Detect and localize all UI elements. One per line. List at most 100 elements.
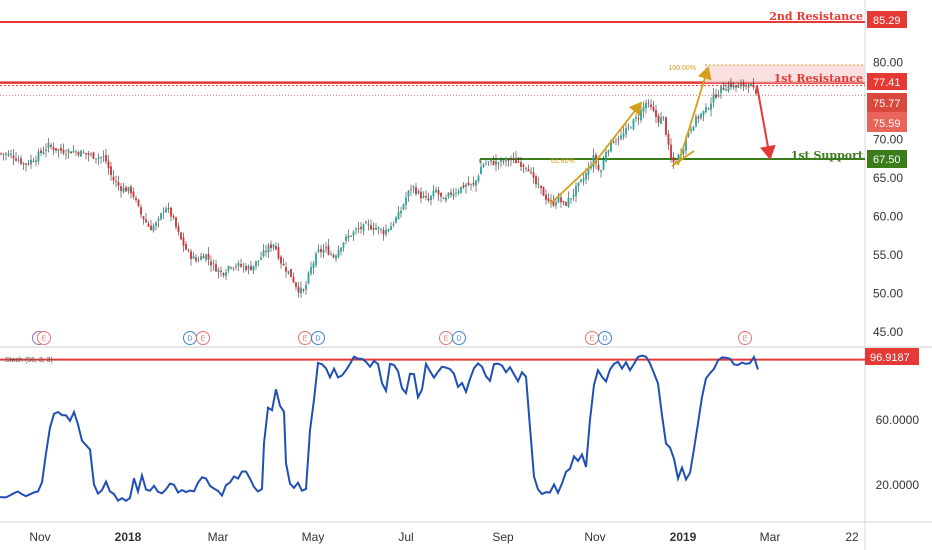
candle-body <box>350 235 352 237</box>
stoch-tick-label: 20.0000 <box>876 478 920 492</box>
candle-body <box>467 182 470 186</box>
candle-body <box>175 217 177 228</box>
candle-body <box>640 110 642 121</box>
gold-leg-2 <box>671 150 695 167</box>
candle-body <box>190 251 192 259</box>
candle-body <box>330 254 332 255</box>
candle-body <box>435 189 437 192</box>
candle-body <box>370 225 372 230</box>
candle-body <box>87 153 90 156</box>
candle-body <box>70 151 72 154</box>
candle-body <box>40 150 42 153</box>
candle-body <box>615 141 617 142</box>
candle-body <box>420 191 422 199</box>
candle-body <box>92 152 95 159</box>
candle-body <box>462 185 465 188</box>
price-tick-label: 80.00 <box>873 56 903 70</box>
candle-body <box>537 183 540 185</box>
candle-body <box>110 166 112 176</box>
candle-body <box>442 197 445 199</box>
event-marker-label: E <box>201 336 206 343</box>
candle-body <box>557 195 560 203</box>
candle-body <box>572 194 575 197</box>
candle-body <box>690 129 692 132</box>
candle-body <box>380 229 382 231</box>
candle-body <box>747 86 750 88</box>
candle-body <box>590 166 592 169</box>
candle-body <box>275 246 277 250</box>
candle-body <box>242 266 245 267</box>
candle-body <box>215 264 217 272</box>
candle-body <box>247 266 250 270</box>
candle-body <box>332 255 335 258</box>
event-marker-label: D <box>187 336 192 343</box>
fib-618-label: 61.80% <box>551 158 575 165</box>
gold-leg-1 <box>549 161 596 205</box>
candle-body <box>495 160 497 165</box>
candle-body <box>45 149 47 151</box>
candle-body <box>75 151 77 153</box>
candle-body <box>600 170 602 172</box>
candle-body <box>152 225 155 232</box>
candle-body <box>577 182 580 186</box>
candle-body <box>60 147 62 151</box>
candle-body <box>717 94 720 97</box>
candle-body <box>405 197 407 205</box>
candle-body <box>180 232 182 240</box>
candle-body <box>735 85 737 88</box>
candle-body <box>367 224 370 225</box>
candle-body <box>400 210 402 214</box>
dividend-marker <box>452 331 466 345</box>
candle-body <box>682 149 685 154</box>
candle-body <box>15 158 17 161</box>
candle-body <box>585 173 587 180</box>
candle-body <box>322 249 325 253</box>
candle-body <box>135 197 137 200</box>
candle-body <box>137 199 140 207</box>
candle-body <box>300 287 302 294</box>
candle-body <box>327 245 330 255</box>
candle-body <box>95 158 97 160</box>
candle-body <box>697 116 700 119</box>
candle-body <box>240 264 242 267</box>
candle-body <box>202 256 205 259</box>
candle-body <box>555 202 557 206</box>
candle-body <box>100 157 102 158</box>
candle-body <box>402 204 405 210</box>
gold-arrow-2 <box>677 66 712 166</box>
candle-body <box>287 270 290 274</box>
candle-body <box>712 94 715 103</box>
candle-body <box>177 226 180 232</box>
candle-body <box>305 284 307 290</box>
candle-body <box>32 161 35 162</box>
candle-body <box>510 159 512 161</box>
candle-body <box>140 207 142 215</box>
candle-body <box>42 151 45 154</box>
candle-body <box>55 148 57 151</box>
candle-body <box>212 263 215 265</box>
candle-body <box>540 185 542 189</box>
candle-body <box>550 200 552 202</box>
candle-body <box>612 141 615 144</box>
candle-body <box>702 110 705 116</box>
candle-body <box>397 211 400 220</box>
candle-body <box>205 254 207 260</box>
candle-body <box>37 151 40 162</box>
candle-body <box>187 250 190 252</box>
candle-body <box>710 103 712 110</box>
candle-body <box>267 245 270 253</box>
price-tick-label: 60.00 <box>873 210 903 224</box>
event-marker-label: D <box>315 336 320 343</box>
candle-body <box>132 191 135 197</box>
stoch-tick-label: 60.0000 <box>876 413 920 427</box>
candle-body <box>545 194 547 200</box>
candle-body <box>165 208 167 213</box>
candle-body <box>610 140 612 152</box>
candle-body <box>12 155 15 159</box>
candle-body <box>707 108 710 110</box>
candle-body <box>687 132 690 136</box>
candle-body <box>2 153 5 155</box>
candle-body <box>477 175 480 181</box>
candle-body <box>620 135 622 139</box>
candle-body <box>302 289 305 291</box>
